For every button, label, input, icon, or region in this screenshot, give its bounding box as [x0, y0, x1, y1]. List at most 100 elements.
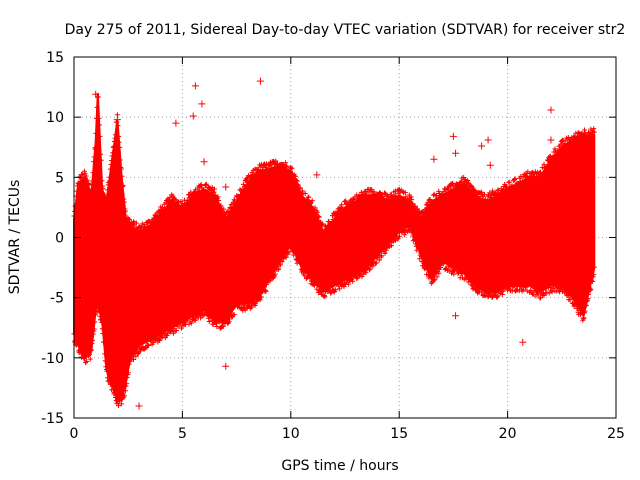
edge-marker [227, 212, 233, 218]
edge-marker [299, 188, 305, 194]
edge-marker [490, 188, 496, 194]
edge-marker [211, 186, 217, 192]
edge-marker [583, 302, 589, 308]
edge-marker [535, 291, 541, 297]
y-tick-label: -15 [41, 411, 64, 427]
edge-marker [88, 190, 94, 196]
edge-marker [240, 181, 246, 187]
edge-marker [409, 227, 415, 233]
outlier-point-19 [519, 338, 527, 346]
edge-marker [523, 284, 529, 290]
edge-marker [579, 135, 585, 141]
edge-marker [295, 182, 301, 188]
edge-marker [306, 194, 312, 200]
edge-marker [131, 356, 137, 362]
edge-marker [104, 368, 110, 374]
edge-marker [357, 271, 363, 277]
edge-marker [122, 208, 128, 214]
edge-marker [386, 244, 392, 250]
edge-marker [283, 160, 289, 166]
edge-marker [521, 287, 527, 293]
edge-marker [541, 293, 547, 299]
edge-marker [573, 299, 579, 305]
data-layer [71, 77, 597, 410]
edge-marker [95, 305, 101, 311]
edge-marker [524, 173, 530, 179]
outlier-point-0 [92, 90, 100, 98]
edge-marker [83, 173, 89, 179]
edge-marker [273, 158, 279, 164]
edge-marker [394, 236, 400, 242]
edge-marker [284, 164, 290, 170]
edge-marker [133, 225, 139, 231]
edge-marker [529, 281, 535, 287]
outlier-point-17 [484, 136, 492, 144]
edge-marker [427, 196, 433, 202]
edge-marker [587, 287, 593, 293]
edge-marker [96, 308, 102, 314]
edge-marker [307, 272, 313, 278]
edge-marker [125, 216, 131, 222]
edge-marker [581, 315, 587, 321]
edge-marker [486, 198, 492, 204]
edge-marker [444, 258, 450, 264]
edge-marker [506, 179, 512, 185]
edge-marker [166, 197, 172, 203]
edge-marker [209, 318, 215, 324]
edge-marker [380, 245, 386, 251]
outlier-point-10 [256, 77, 264, 85]
edge-marker [89, 340, 95, 346]
edge-marker [591, 264, 597, 270]
y-tick-label: 5 [55, 170, 64, 186]
edge-marker [336, 286, 342, 292]
x-tick-label: 25 [607, 426, 625, 442]
outlier-point-6 [198, 100, 206, 108]
edge-marker [567, 296, 573, 302]
edge-marker [512, 177, 518, 183]
edge-marker [360, 271, 366, 277]
edge-marker [479, 284, 485, 290]
edge-marker [357, 273, 363, 279]
edge-marker [73, 193, 79, 199]
edge-marker [440, 261, 446, 267]
edge-marker [299, 191, 305, 197]
edge-marker [298, 260, 304, 266]
edge-marker [350, 197, 356, 203]
edge-marker [99, 183, 105, 189]
edge-marker [109, 381, 115, 387]
edge-marker [528, 176, 534, 182]
edge-marker [560, 282, 566, 288]
edge-marker [498, 186, 504, 192]
edge-marker [355, 197, 361, 203]
outlier-point-8 [222, 362, 230, 370]
edge-marker [80, 171, 86, 177]
edge-marker [423, 262, 429, 268]
edge-marker [90, 178, 96, 184]
edge-marker [142, 223, 148, 229]
edge-marker [116, 134, 122, 140]
edge-marker [423, 207, 429, 213]
edge-marker [227, 205, 233, 211]
edge-marker [135, 229, 141, 235]
edge-marker [366, 267, 372, 273]
edge-marker [115, 123, 121, 129]
edge-marker [107, 378, 113, 384]
edge-marker [471, 283, 477, 289]
edge-marker [80, 350, 86, 356]
edge-marker [309, 198, 315, 204]
edge-marker [182, 202, 188, 208]
edge-marker [359, 196, 365, 202]
edge-marker [88, 193, 94, 199]
edge-marker [373, 260, 379, 266]
edge-marker [387, 198, 393, 204]
edge-marker [579, 309, 585, 315]
edge-marker [412, 204, 418, 210]
edge-marker [534, 174, 540, 180]
edge-marker [412, 203, 418, 209]
outlier-point-1 [113, 116, 121, 124]
edge-marker [559, 283, 565, 289]
edge-marker [94, 104, 100, 110]
edge-marker [408, 229, 414, 235]
edge-marker [210, 190, 216, 196]
